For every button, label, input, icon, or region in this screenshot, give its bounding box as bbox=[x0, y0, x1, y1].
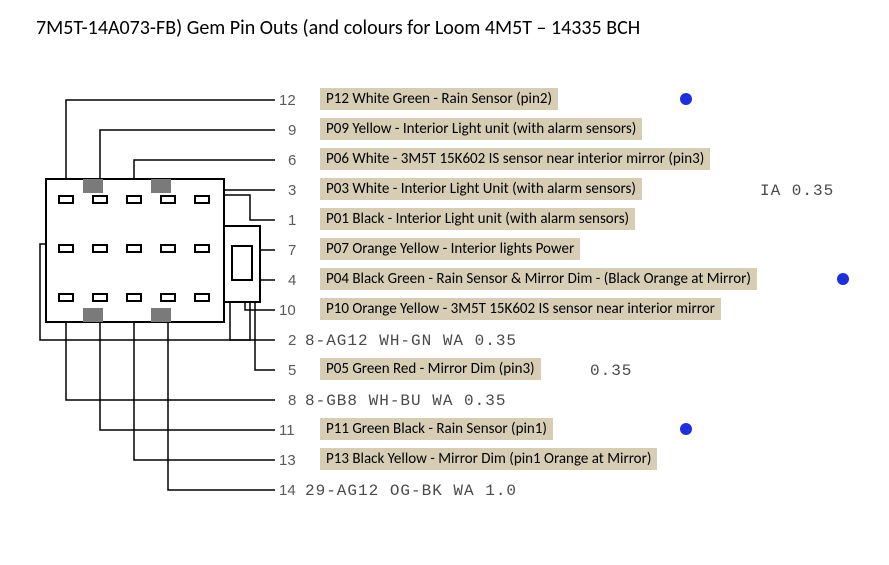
pin-label: P04 Black Green - Rain Sensor & Mirror D… bbox=[320, 268, 757, 290]
pin-hole bbox=[58, 293, 74, 302]
pin-spec: 8-GB8 WH-BU WA 0.35 bbox=[305, 392, 506, 410]
pin-spec-trail: IA 0.35 bbox=[760, 182, 834, 200]
pin-hole bbox=[194, 293, 210, 302]
pin-number: 11 bbox=[279, 422, 295, 439]
pin-hole bbox=[160, 293, 176, 302]
pin-label: P13 Black Yellow - Mirror Dim (pin1 Oran… bbox=[320, 448, 657, 470]
connector-key bbox=[83, 308, 103, 322]
pin-number: 2 bbox=[288, 332, 296, 349]
pin-hole bbox=[194, 195, 210, 204]
connector-latch bbox=[231, 245, 253, 281]
blue-dot-icon bbox=[680, 93, 692, 105]
pin-hole bbox=[126, 195, 142, 204]
pin-number: 4 bbox=[288, 272, 296, 289]
pin-hole bbox=[160, 244, 176, 253]
connector-key bbox=[151, 308, 171, 322]
pin-label: P12 White Green - Rain Sensor (pin2) bbox=[320, 88, 558, 110]
pin-spec: 8-AG12 WH-GN WA 0.35 bbox=[305, 332, 517, 350]
pin-number: 3 bbox=[288, 182, 296, 199]
pin-label: P10 Orange Yellow - 3M5T 15K602 IS senso… bbox=[320, 298, 721, 320]
blue-dot-icon bbox=[680, 423, 692, 435]
pin-number: 8 bbox=[288, 392, 296, 409]
pin-hole bbox=[126, 293, 142, 302]
pin-number: 14 bbox=[279, 482, 296, 499]
pin-hole bbox=[126, 244, 142, 253]
pin-hole bbox=[92, 244, 108, 253]
page-title: 7M5T-14A073-FB) Gem Pin Outs (and colour… bbox=[36, 16, 640, 40]
pin-hole bbox=[92, 195, 108, 204]
blue-dot-icon bbox=[837, 273, 849, 285]
pin-number: 12 bbox=[279, 92, 296, 109]
pin-number: 13 bbox=[279, 452, 296, 469]
pin-label: P06 White - 3M5T 15K602 IS sensor near i… bbox=[320, 148, 710, 170]
pin-label: P03 White - Interior Light Unit (with al… bbox=[320, 178, 642, 200]
pin-label: P05 Green Red - Mirror Dim (pin3) bbox=[320, 358, 541, 380]
pin-hole bbox=[160, 195, 176, 204]
pin-label: P01 Black - Interior Light unit (with al… bbox=[320, 208, 635, 230]
pin-hole bbox=[92, 293, 108, 302]
pin-number: 9 bbox=[288, 122, 296, 139]
pinout-diagram: 12P12 White Green - Rain Sensor (pin2)9P… bbox=[0, 80, 889, 565]
pin-label: P11 Green Black - Rain Sensor (pin1) bbox=[320, 418, 553, 440]
pin-spec-trail: 0.35 bbox=[590, 362, 632, 380]
pin-hole bbox=[194, 244, 210, 253]
pin-number: 1 bbox=[288, 212, 296, 229]
pin-label: P07 Orange Yellow - Interior lights Powe… bbox=[320, 238, 580, 260]
connector-key bbox=[83, 179, 103, 193]
pin-number: 10 bbox=[279, 302, 296, 319]
connector-key bbox=[151, 179, 171, 193]
pin-hole bbox=[58, 244, 74, 253]
pin-spec: 29-AG12 OG-BK WA 1.0 bbox=[305, 482, 517, 500]
pin-number: 6 bbox=[288, 152, 296, 169]
pin-number: 5 bbox=[288, 362, 296, 379]
pin-label: P09 Yellow - Interior Light unit (with a… bbox=[320, 118, 642, 140]
pin-hole bbox=[58, 195, 74, 204]
pin-number: 7 bbox=[288, 242, 296, 259]
